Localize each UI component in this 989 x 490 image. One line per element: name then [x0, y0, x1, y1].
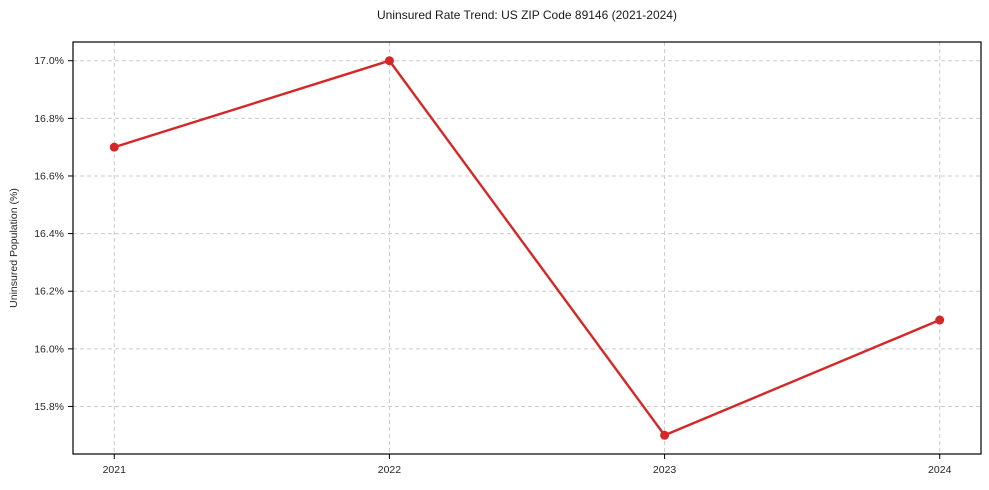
x-tick-label: 2021 [103, 464, 127, 476]
y-axis-label: Uninsured Population (%) [8, 188, 20, 308]
y-tick-label: 16.0% [34, 343, 64, 355]
data-point [109, 142, 119, 152]
y-tick-label: 16.2% [34, 286, 64, 298]
x-tick-label: 2022 [378, 464, 402, 476]
x-tick-label: 2024 [928, 464, 952, 476]
x-tick-label: 2023 [653, 464, 677, 476]
plot-border [72, 41, 982, 455]
y-tick-label: 16.6% [34, 170, 64, 182]
y-tick-label: 15.8% [34, 401, 64, 413]
data-point [384, 56, 394, 66]
y-tick-label: 17.0% [34, 55, 64, 67]
y-tick-label: 16.8% [34, 113, 64, 125]
data-point [935, 315, 945, 325]
data-point [660, 430, 670, 440]
chart-title: Uninsured Rate Trend: US ZIP Code 89146 … [377, 8, 677, 22]
trend-line [113, 59, 941, 437]
y-tick-label: 16.4% [34, 228, 64, 240]
